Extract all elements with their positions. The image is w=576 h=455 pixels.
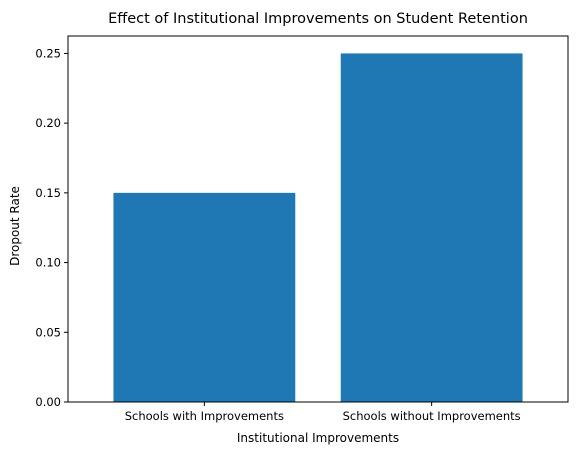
y-axis-ticks: 0.00 0.05 0.10 0.15 0.20 0.25 [35, 46, 68, 409]
axes-frame [67, 35, 569, 403]
y-tick-label: 0.15 [35, 186, 61, 200]
bar-1 [113, 192, 296, 402]
y-tick-label: 0.00 [35, 395, 61, 409]
bars-group [113, 53, 523, 403]
x-axis-label: Institutional Improvements [237, 431, 399, 445]
x-tick-label: Schools without Improvements [343, 409, 521, 423]
chart-title: Effect of Institutional Improvements on … [108, 11, 528, 27]
y-tick-label: 0.10 [35, 256, 61, 270]
x-axis-ticks: Schools with Improvements Schools without… [125, 402, 521, 423]
y-tick-label: 0.20 [35, 116, 61, 130]
x-tick-label: Schools with Improvements [125, 409, 284, 423]
y-tick-label: 0.25 [35, 46, 61, 60]
bar-2 [340, 53, 523, 403]
y-tick-label: 0.05 [35, 325, 61, 339]
axes-border [67, 35, 569, 403]
y-axis-label: Dropout Rate [8, 186, 22, 266]
